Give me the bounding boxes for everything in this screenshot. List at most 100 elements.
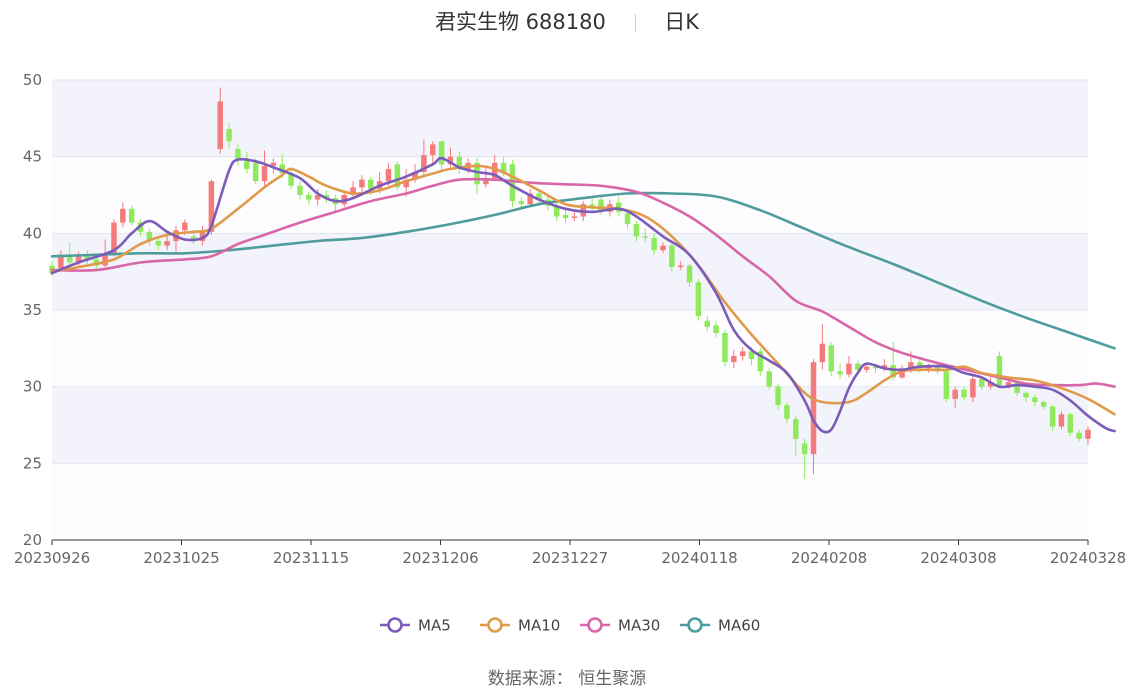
candle-body [943, 371, 950, 399]
candle-up [731, 349, 737, 369]
candle-down [713, 320, 719, 338]
candle-body [766, 371, 772, 387]
candle-up [846, 356, 852, 378]
y-tick-label: 40 [23, 224, 42, 242]
candle-up [164, 234, 170, 251]
candle-down [128, 205, 135, 226]
candle-body [297, 185, 303, 195]
candle-body [686, 265, 693, 283]
candle-body [359, 179, 365, 188]
candle-body [1005, 382, 1012, 386]
legend-item-ma30[interactable]: MA30 [580, 617, 660, 635]
candle-up [430, 141, 436, 163]
candle-body [642, 236, 649, 238]
candle-up [120, 202, 126, 228]
candle-body [412, 172, 418, 180]
candle-down [518, 196, 525, 209]
y-tick-label: 45 [23, 148, 42, 166]
legend[interactable]: MA5 MA10 MA30 MA60 [380, 617, 760, 635]
candle-body [846, 363, 852, 375]
y-tick-label: 35 [23, 301, 42, 319]
ma10-line [50, 164, 1116, 416]
candle-down [1023, 391, 1029, 402]
candle-up [952, 386, 958, 409]
candle-body [598, 199, 604, 211]
candle-down [66, 242, 73, 266]
candle-body [66, 254, 73, 263]
period-label: 日K [664, 10, 699, 34]
x-tick-label: 20231025 [143, 549, 219, 567]
candle-body [500, 162, 507, 174]
candle-down [669, 244, 675, 272]
x-tick-label: 20240328 [1050, 549, 1126, 567]
candle-down [1032, 394, 1038, 407]
candle-up [270, 158, 277, 174]
candle-up [810, 359, 817, 475]
candle-up [359, 175, 365, 192]
legend-label: MA5 [418, 617, 451, 635]
plot-band [52, 386, 1088, 464]
candle-down [766, 368, 772, 390]
candle-body [1040, 402, 1047, 407]
data-source: 数据来源： 恒生聚源 [487, 669, 647, 689]
candle-up [199, 225, 206, 246]
y-tick-label: 25 [23, 454, 42, 472]
candle-body [102, 254, 108, 266]
candle-body [421, 155, 427, 172]
candle-down [306, 191, 312, 205]
candle-down [651, 233, 657, 255]
candle-body [748, 351, 755, 360]
candle-down [784, 402, 790, 424]
candle-body [226, 129, 232, 142]
candle-body [624, 213, 631, 225]
candle-body [1023, 392, 1029, 398]
legend-item-ma5[interactable]: MA5 [380, 617, 451, 635]
candle-body [279, 164, 285, 174]
candle-body [288, 173, 294, 186]
candle-body [58, 254, 64, 269]
candle-body [571, 216, 578, 218]
candle-body [961, 389, 967, 398]
candle-body [252, 162, 259, 182]
candle-down [961, 386, 967, 401]
plot-band [52, 156, 1088, 234]
candle-up [403, 168, 409, 197]
candle-down [996, 351, 1003, 389]
legend-item-ma60[interactable]: MA60 [680, 617, 760, 635]
candle-up [1085, 426, 1091, 445]
candle-body [368, 179, 374, 189]
candle-body [899, 368, 905, 378]
candle-body [651, 237, 657, 251]
candle-down [438, 141, 445, 172]
candle-body [190, 236, 197, 241]
candle-body [855, 363, 861, 370]
candle-body [146, 231, 153, 241]
plot-bands [52, 80, 1088, 540]
candle-body [978, 379, 985, 387]
x-axis: 20230926 20231025 20231115 20231206 20231227… [14, 539, 1126, 567]
candle-up [261, 150, 268, 186]
candle-down [837, 363, 843, 379]
candle-body [1049, 406, 1056, 427]
candle-down [704, 316, 710, 332]
candle-body [633, 224, 640, 237]
candle-body [801, 443, 808, 455]
candle-up [660, 242, 666, 254]
candle-down [943, 368, 950, 402]
candle-body [1032, 397, 1038, 402]
candle-body [996, 356, 1003, 386]
legend-item-ma10[interactable]: MA10 [480, 617, 560, 635]
candle-down [562, 208, 569, 223]
candle-down [244, 152, 250, 174]
plot-band [52, 80, 1088, 157]
candle-body [828, 345, 834, 372]
candle-down [297, 181, 303, 200]
stock-code: 688180 [525, 10, 606, 34]
candle-down [642, 228, 649, 243]
candle-down [793, 415, 799, 456]
candle-body [111, 222, 117, 255]
candle-up [527, 188, 533, 208]
candle-body [306, 195, 312, 200]
ma-lines-layer [50, 156, 1116, 434]
